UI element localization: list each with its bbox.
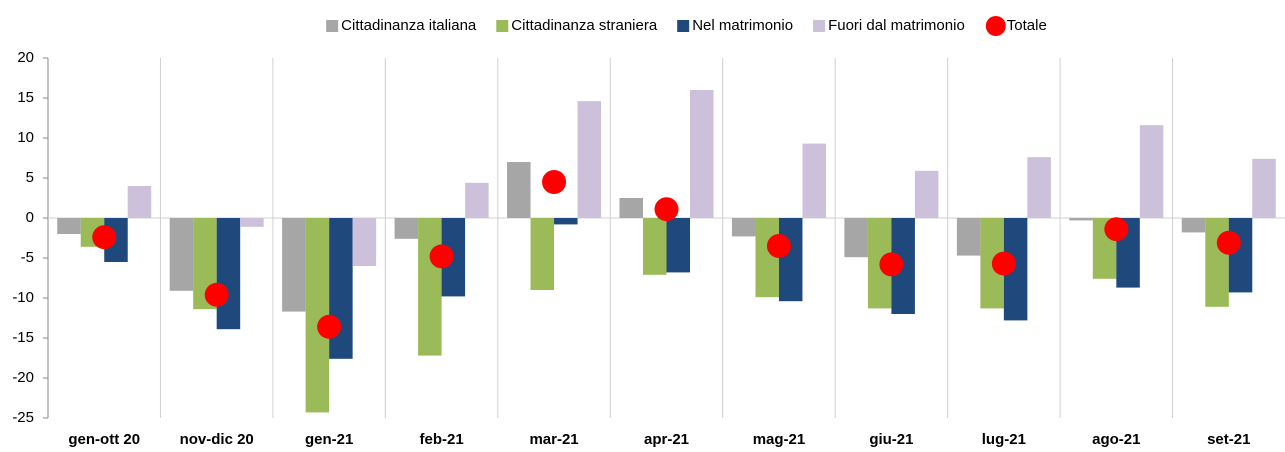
y-tick-label: -20 <box>12 369 34 386</box>
bar <box>1003 218 1028 321</box>
x-tick-label: gen-ott 20 <box>68 431 140 448</box>
bar <box>57 218 81 234</box>
bar <box>1069 218 1093 221</box>
bar <box>577 101 602 218</box>
bar <box>802 143 826 218</box>
y-tick-label: -10 <box>12 289 34 306</box>
x-tick-label: nov-dic 20 <box>180 431 254 448</box>
dot <box>654 197 679 222</box>
bar <box>216 218 241 330</box>
bar <box>666 218 690 273</box>
legend-marker <box>985 16 1006 36</box>
x-tick-label: giu-21 <box>869 431 913 448</box>
bar <box>778 218 803 302</box>
bar <box>956 218 981 256</box>
bar <box>731 218 756 237</box>
x-tick-label: feb-21 <box>419 431 463 448</box>
bar <box>394 218 419 239</box>
bar <box>305 218 330 413</box>
x-tick-label: mar-21 <box>529 431 578 448</box>
bar <box>643 218 667 275</box>
bar <box>507 162 531 218</box>
bar <box>127 186 152 218</box>
y-tick-label: 20 <box>17 49 34 66</box>
bar <box>352 218 377 266</box>
legend-swatch <box>326 20 339 32</box>
bar <box>1139 125 1164 218</box>
dot <box>429 244 454 269</box>
dot <box>542 170 567 194</box>
x-tick-label: ago-21 <box>1092 431 1140 448</box>
dot <box>991 251 1016 276</box>
x-tick-label: mag-21 <box>753 431 806 448</box>
y-tick-label: 0 <box>26 209 34 226</box>
bar <box>169 218 194 291</box>
bar <box>554 218 578 225</box>
legend-label: Cittadinanza straniera <box>511 17 658 34</box>
dot <box>92 225 117 250</box>
legend-label: Nel matrimonio <box>692 17 793 34</box>
bar <box>914 170 939 218</box>
dot <box>879 252 904 277</box>
legend: Cittadinanza italiana Cittadinanza strani… <box>326 16 1047 36</box>
dot <box>204 282 229 307</box>
legend-swatch <box>677 20 690 32</box>
bar <box>1181 218 1206 233</box>
y-tick-label: -5 <box>21 249 34 266</box>
bar <box>619 198 643 218</box>
legend-label: Cittadinanza italiana <box>341 17 477 34</box>
bar <box>465 182 489 218</box>
bar <box>240 218 264 227</box>
bar <box>282 218 306 312</box>
x-tick-label: gen-21 <box>305 431 353 448</box>
dot <box>1104 217 1129 242</box>
legend-label: Totale <box>1007 17 1047 34</box>
y-tick-label: 15 <box>17 89 34 106</box>
bar <box>1205 218 1229 307</box>
x-tick-label: set-21 <box>1207 431 1250 448</box>
x-tick-label: lug-21 <box>982 431 1026 448</box>
bar <box>755 218 779 298</box>
y-tick-label: -15 <box>12 329 34 346</box>
bar <box>1252 158 1276 218</box>
bar <box>418 218 442 356</box>
bar <box>1228 218 1253 293</box>
y-tick-label: 10 <box>17 129 34 146</box>
bar <box>844 218 868 258</box>
y-tick-label: 5 <box>26 169 34 186</box>
bar <box>1027 157 1051 218</box>
dot <box>766 234 791 258</box>
legend-label: Fuori dal matrimonio <box>828 17 965 34</box>
dot <box>1216 230 1241 255</box>
legend-swatch <box>813 20 826 32</box>
y-tick-label: -25 <box>12 409 34 426</box>
legend-swatch <box>496 20 509 32</box>
bar <box>690 90 714 218</box>
bar <box>530 218 555 290</box>
dot <box>317 314 342 339</box>
x-tick-label: apr-21 <box>644 431 689 448</box>
